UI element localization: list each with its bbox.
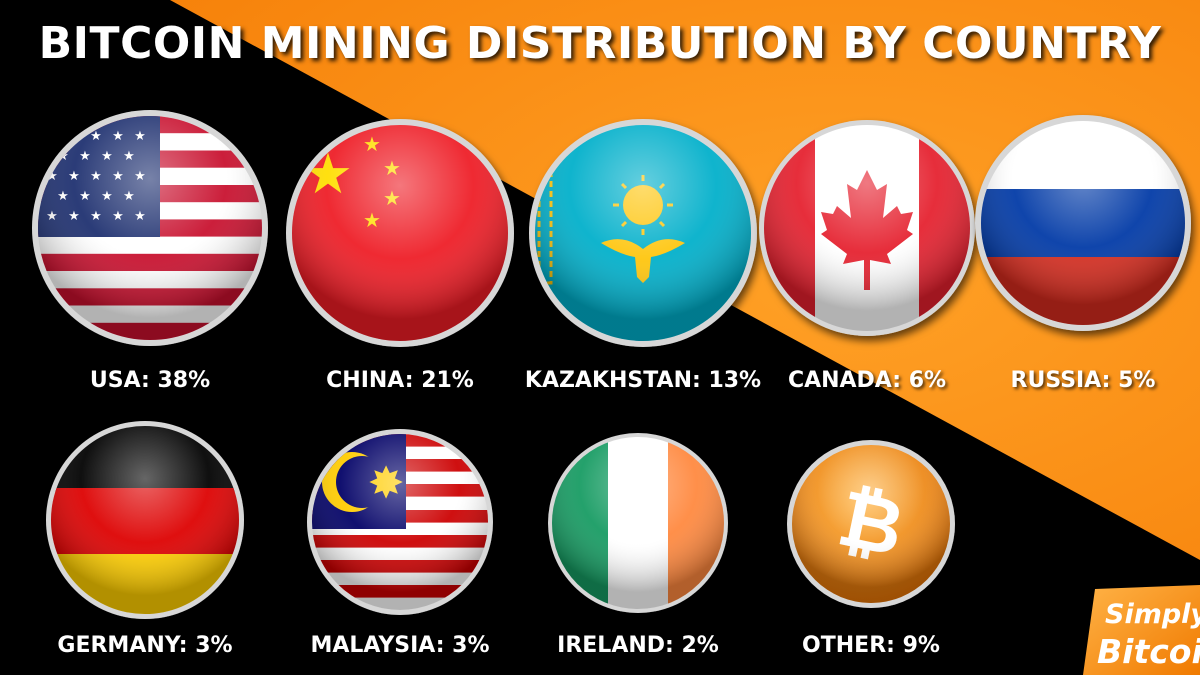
page-title: BITCOIN MINING DISTRIBUTION BY COUNTRY — [38, 18, 1162, 69]
country-label-kazakhstan: KAZAKHSTAN: 13% — [524, 368, 762, 393]
bitcoin-icon: ₿ — [783, 436, 959, 612]
germany-flag-icon — [45, 420, 245, 620]
country-label-china: CHINA: 21% — [326, 368, 474, 393]
country-label-russia: RUSSIA: 5% — [1010, 368, 1156, 393]
malaysia-flag-icon: ✸ — [306, 428, 494, 616]
usa-flag-icon: ★★★★★ ★★★★ ★★★★★ ★★★★ ★★★★★ — [30, 108, 270, 348]
logo-text-line1: Simply — [1105, 599, 1200, 630]
country-label-germany: GERMANY: 3% — [57, 633, 233, 658]
country-label-ireland: IRELAND: 2% — [557, 633, 719, 658]
simply-bitcoin-logo: Simply Bitcoin — [1075, 585, 1200, 675]
logo-text-line2: Bitcoin — [1097, 632, 1200, 671]
kazakhstan-flag-icon — [528, 118, 758, 348]
russia-flag-icon — [972, 112, 1194, 334]
country-label-other: OTHER: 9% — [802, 633, 940, 658]
ireland-flag-icon — [548, 428, 728, 618]
svg-text:★: ★ — [46, 129, 58, 144]
country-label-malaysia: MALAYSIA: 3% — [310, 633, 490, 658]
china-flag-icon: ★ ★ ★ ★ ★ — [285, 118, 515, 348]
country-label-canada: CANADA: 6% — [787, 368, 947, 393]
canada-flag-icon — [759, 118, 975, 338]
country-label-usa: USA: 38% — [89, 368, 211, 393]
